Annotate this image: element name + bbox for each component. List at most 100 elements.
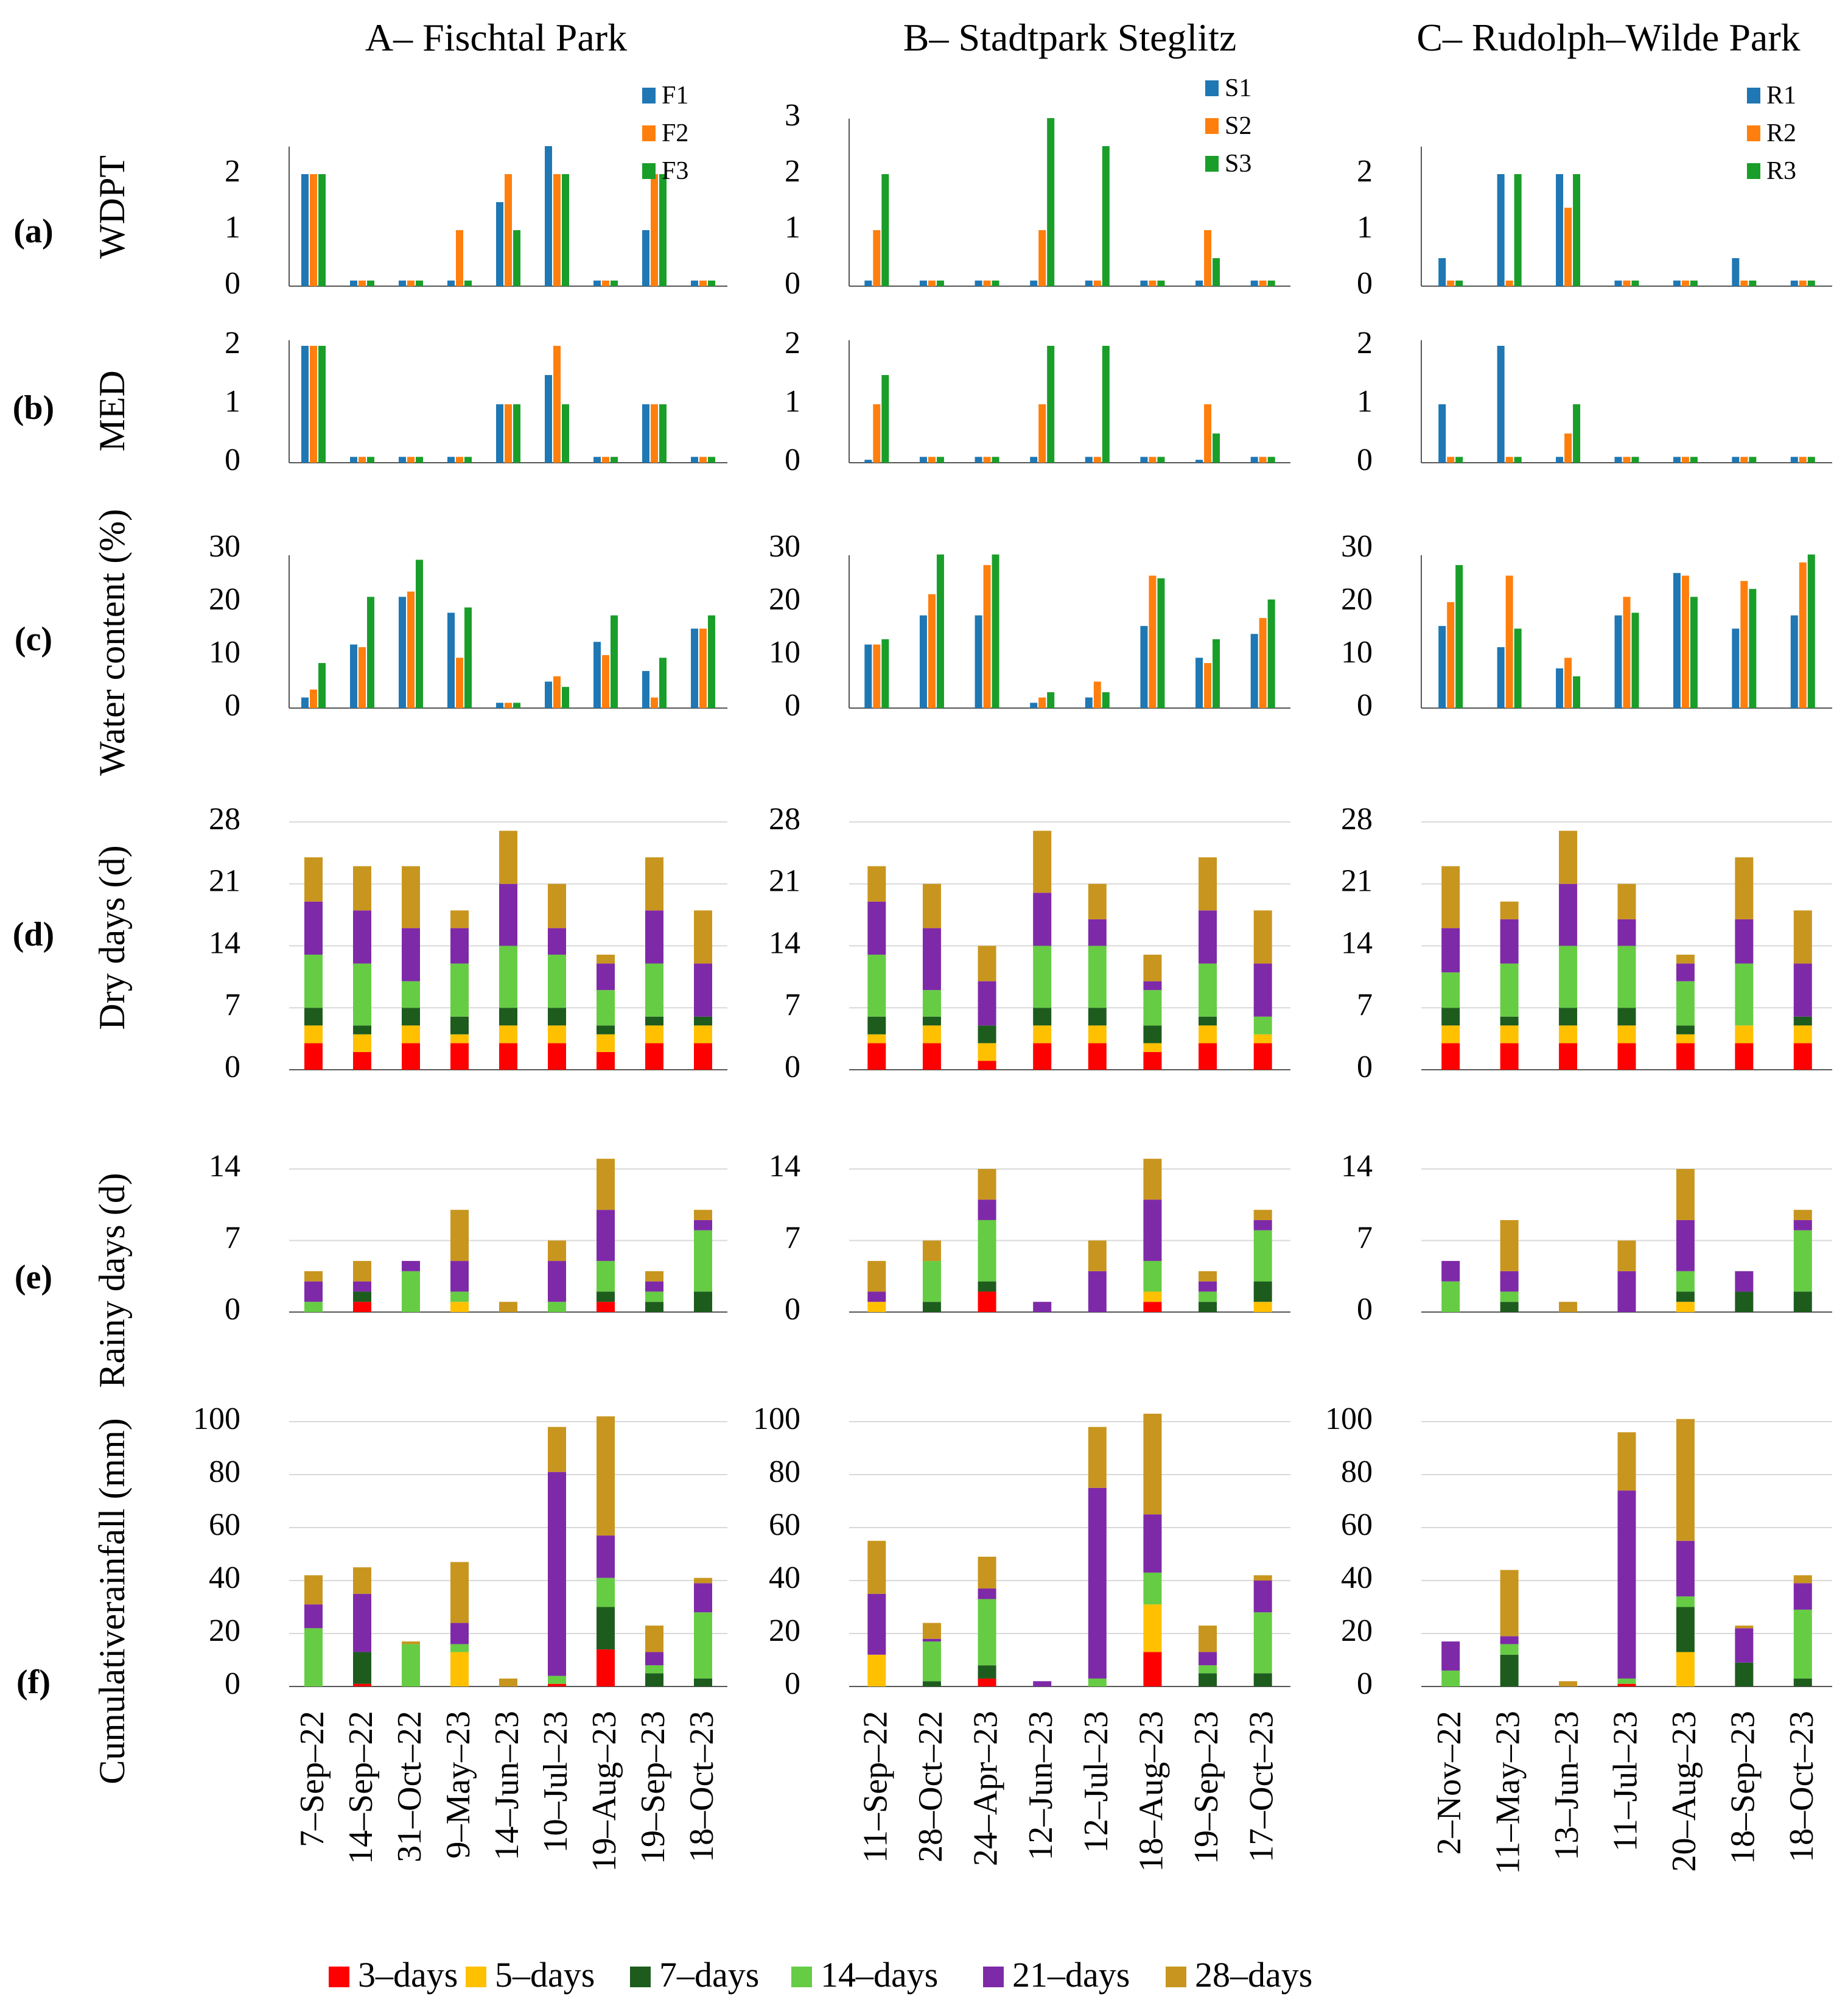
y-tick-label: 21 xyxy=(1341,864,1373,899)
bar-segment-28-days xyxy=(402,866,420,928)
bar-segment-28-days xyxy=(694,1210,712,1220)
y-tick-label: 14 xyxy=(1341,1149,1373,1184)
bar-segment-5-days xyxy=(694,1025,712,1044)
bar-segment-5-days xyxy=(978,1043,996,1061)
bar-F2 xyxy=(553,346,561,463)
bar-segment-28-days xyxy=(499,1678,517,1686)
bar-R3 xyxy=(1455,565,1463,708)
bar-S3 xyxy=(1157,280,1165,286)
bar-segment-28-days xyxy=(304,1271,323,1282)
bar-F1 xyxy=(496,404,503,463)
bar-F2 xyxy=(359,280,366,286)
bar-segment-14-days xyxy=(1253,1016,1272,1034)
bar-segment-14-days xyxy=(304,1302,323,1312)
bar-segment-14-days xyxy=(867,955,886,1017)
x-tick-label: 14–Sep–22 xyxy=(342,1711,380,1864)
bar-F2 xyxy=(407,280,415,286)
y-tick-label: 20 xyxy=(209,582,240,617)
x-tick-label: 18–Sep–23 xyxy=(1724,1711,1762,1864)
bar-R1 xyxy=(1614,280,1622,286)
bar-segment-5-days xyxy=(499,1025,517,1044)
x-tick-label: 18–Oct–23 xyxy=(683,1711,721,1862)
y-tick-label: 14 xyxy=(209,1149,240,1184)
bar-segment-5-days xyxy=(1143,1291,1162,1302)
bar-segment-7-days xyxy=(1441,1008,1460,1026)
bar-F3 xyxy=(513,404,520,463)
bar-F2 xyxy=(699,457,707,463)
legend-label: 21–days xyxy=(1012,1955,1130,1995)
bar-F1 xyxy=(593,280,601,286)
bar-F3 xyxy=(318,346,326,463)
bar-F1 xyxy=(399,457,406,463)
bar-segment-28-days xyxy=(1088,883,1107,919)
bar-F3 xyxy=(708,457,715,463)
bar-F3 xyxy=(318,663,326,708)
y-tick-label: 20 xyxy=(209,1613,240,1648)
bar-F1 xyxy=(447,612,455,708)
bar-R2 xyxy=(1740,581,1748,708)
bar-F1 xyxy=(691,628,698,708)
bar-segment-28-days xyxy=(1500,901,1519,919)
bar-R2 xyxy=(1447,280,1455,286)
y-tick-label: 1 xyxy=(225,384,240,419)
bar-segment-21-days xyxy=(1088,919,1107,946)
bar-segment-28-days xyxy=(1253,910,1272,964)
bar-R2 xyxy=(1681,280,1689,286)
bar-S1 xyxy=(1250,280,1258,286)
bar-segment-7-days xyxy=(922,1302,941,1312)
bar-F1 xyxy=(447,457,455,463)
bar-S2 xyxy=(983,280,991,286)
bar-segment-28-days xyxy=(597,1159,615,1210)
bar-segment-21-days xyxy=(645,910,663,964)
bar-F2 xyxy=(602,457,609,463)
bar-segment-21-days xyxy=(1500,1271,1519,1292)
bar-segment-5-days xyxy=(304,1025,323,1044)
bar-segment-7-days xyxy=(353,1291,371,1302)
bar-R2 xyxy=(1681,457,1689,463)
bar-segment-28-days xyxy=(645,1625,663,1652)
bar-segment-14-days xyxy=(402,1644,420,1686)
bar-S1 xyxy=(975,457,982,463)
bar-segment-21-days xyxy=(1033,1302,1052,1312)
bar-F2 xyxy=(602,655,609,708)
legend-label: 3–days xyxy=(358,1955,458,1995)
bar-segment-28-days xyxy=(978,946,996,981)
legend-swatch xyxy=(642,163,656,179)
bar-segment-7-days xyxy=(1199,1302,1217,1312)
bar-S2 xyxy=(1259,618,1267,708)
bar-F2 xyxy=(359,647,366,708)
y-tick-label: 7 xyxy=(785,1220,800,1255)
bar-segment-5-days xyxy=(1793,1025,1812,1044)
bar-segment-14-days xyxy=(548,1302,566,1312)
bar-F2 xyxy=(310,174,317,286)
bar-segment-14-days xyxy=(597,1578,615,1607)
bar-segment-14-days xyxy=(1617,1678,1636,1684)
bar-segment-21-days xyxy=(304,901,323,955)
bar-F3 xyxy=(611,615,618,708)
legend-label: R1 xyxy=(1766,82,1796,110)
bar-segment-21-days xyxy=(978,1588,996,1599)
legend-swatch xyxy=(983,1967,1004,1987)
bar-segment-3-days xyxy=(645,1043,663,1070)
y-tick-label: 0 xyxy=(785,1666,800,1701)
column-title: B– Stadtpark Steglitz xyxy=(903,16,1237,59)
bar-R3 xyxy=(1573,676,1581,708)
y-tick-label: 30 xyxy=(1341,529,1373,564)
bar-R2 xyxy=(1799,562,1807,708)
y-axis-title: Rainy days (d) xyxy=(92,1173,132,1388)
bar-R1 xyxy=(1438,258,1446,286)
bar-segment-5-days xyxy=(867,1302,886,1312)
bar-S2 xyxy=(1149,280,1157,286)
bar-S2 xyxy=(1038,697,1046,708)
bar-R3 xyxy=(1514,628,1522,708)
y-tick-label: 0 xyxy=(225,688,240,723)
bar-R3 xyxy=(1690,280,1698,286)
bar-segment-7-days xyxy=(645,1302,663,1312)
bar-segment-14-days xyxy=(548,955,566,1008)
bar-F2 xyxy=(505,174,512,286)
y-tick-label: 2 xyxy=(785,154,800,189)
bar-S2 xyxy=(1093,681,1101,708)
bar-segment-3-days xyxy=(353,1683,371,1686)
bar-F2 xyxy=(553,676,561,708)
